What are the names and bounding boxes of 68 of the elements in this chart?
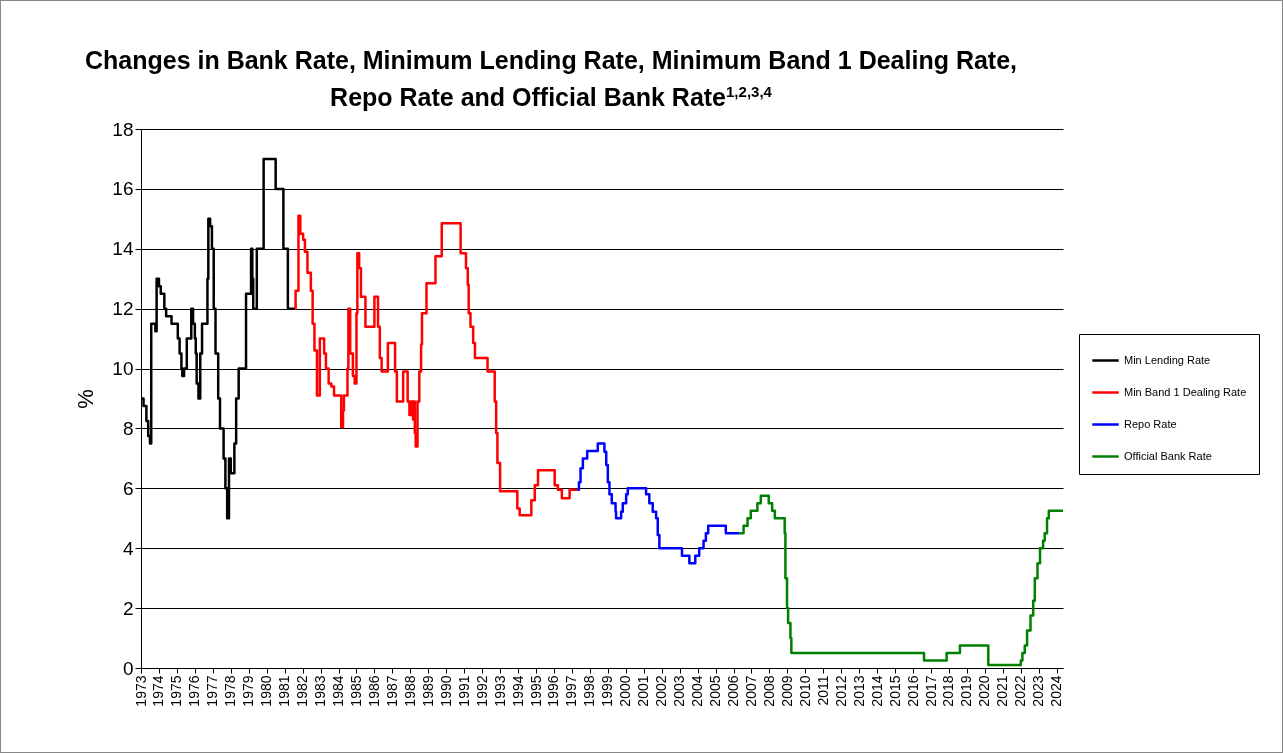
y-tick-label: 18 [112, 118, 134, 140]
x-tick-label: 2012 [832, 675, 849, 707]
x-tick-label: 1981 [276, 675, 293, 707]
x-tick-label: 2013 [850, 675, 867, 707]
x-tick-label: 1979 [240, 675, 257, 707]
y-tick-label: 12 [112, 298, 134, 320]
y-tick-label: 4 [122, 537, 134, 559]
x-tick-label: 2011 [814, 675, 831, 706]
x-tick-label: 2023 [1030, 675, 1047, 707]
x-tick-label: 2009 [778, 675, 795, 707]
x-tick-label: 1989 [419, 675, 436, 707]
x-tick-label: 1976 [186, 675, 203, 707]
y-tick-label: 14 [112, 238, 134, 260]
y-tick-label: 6 [122, 477, 134, 499]
x-tick-label: 2021 [994, 675, 1011, 707]
chart-title: Changes in Bank Rate, Minimum Lending Rate, Minimum Band 1 Dealing Rate, Repo Rate and Official Bank Rate$^{1,2,3,4}$ [83, 45, 1019, 114]
x-tick-label: 1988 [401, 675, 418, 707]
y-tick-label: 0 [122, 657, 134, 679]
legend-label: Official Bank Rate [1124, 449, 1212, 462]
x-tick-label: 2017 [922, 675, 939, 707]
x-tick-label: 1994 [509, 675, 526, 707]
x-tick-label: 2004 [689, 675, 706, 707]
x-tick-label: 2022 [1012, 675, 1029, 707]
x-tick-label: 1987 [383, 675, 400, 707]
x-tick-label: 2019 [958, 675, 975, 707]
legend-label: Min Band 1 Dealing Rate [1124, 385, 1247, 398]
x-tick-label: 1974 [150, 675, 167, 707]
x-tick-label: 1973 [132, 675, 149, 707]
y-axis-title: % [73, 389, 99, 409]
x-tick-label: 1992 [473, 675, 490, 707]
x-tick-label: 1986 [365, 675, 382, 707]
x-tick-label: 2018 [940, 675, 957, 707]
y-tick-label: 2 [122, 597, 134, 619]
x-tick-label: 1991 [455, 675, 472, 707]
x-tick-label: 1993 [491, 675, 508, 707]
x-tick-label: 2000 [617, 675, 634, 707]
x-tick-label: 2008 [760, 675, 777, 707]
x-tick-label: 1983 [312, 675, 329, 707]
x-tick-label: 1996 [545, 675, 562, 707]
y-tick-label: 8 [122, 417, 134, 439]
x-tick-label: 1995 [527, 675, 544, 707]
x-tick-label: 2007 [742, 675, 759, 707]
x-tick-label: 1998 [581, 675, 598, 707]
x-tick-label: 1975 [168, 675, 185, 707]
x-tick-label: 2002 [653, 675, 670, 707]
x-tick-label: 2016 [904, 675, 921, 707]
x-tick-label: 1985 [347, 675, 364, 707]
x-tick-label: 2020 [976, 675, 993, 707]
x-tick-label: 2010 [796, 675, 813, 707]
x-tick-label: 1997 [563, 675, 580, 707]
x-tick-label: 1990 [437, 675, 454, 707]
x-tick-label: 2024 [1048, 675, 1065, 707]
y-tick-label: 16 [112, 178, 134, 200]
x-tick-label: 1980 [258, 675, 275, 707]
x-tick-label: 2003 [671, 675, 688, 707]
x-tick-label: 1982 [294, 675, 311, 707]
x-tick-label: 1999 [599, 675, 616, 707]
x-tick-label: 2005 [707, 675, 724, 707]
x-tick-label: 1977 [204, 675, 221, 707]
y-tick-label: 10 [112, 358, 134, 380]
x-tick-label: 2001 [635, 675, 652, 707]
legend-label: Repo Rate [1124, 417, 1177, 430]
x-tick-label: 1984 [330, 675, 347, 707]
x-tick-label: 2014 [868, 675, 885, 707]
legend-label: Min Lending Rate [1124, 353, 1211, 366]
x-tick-label: 1978 [222, 675, 239, 707]
x-tick-label: 2015 [886, 675, 903, 707]
x-tick-label: 2006 [725, 675, 742, 707]
